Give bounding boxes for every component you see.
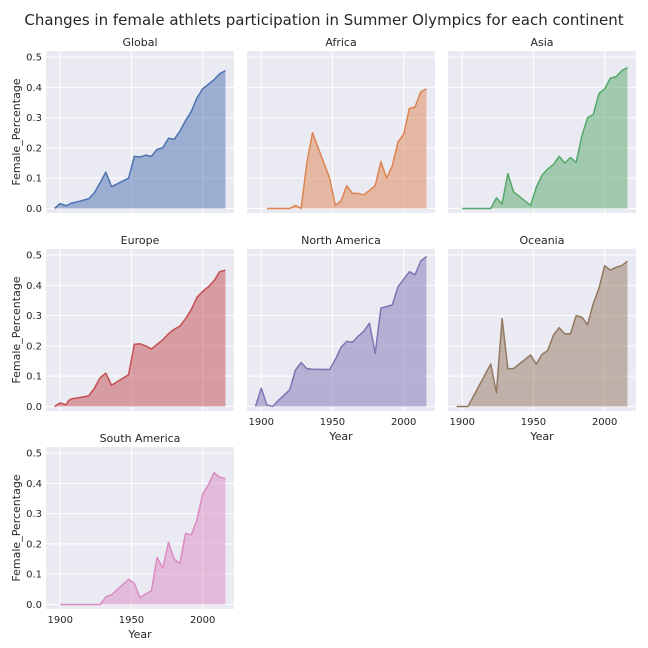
x-tick-label: 2000: [190, 615, 215, 626]
y-axis-label: Female_Percentage: [10, 276, 23, 383]
y-tick-label: 0.0: [26, 204, 42, 215]
x-tick-label: 2000: [391, 417, 416, 428]
line-asia: [462, 66, 628, 210]
panel-title: South America: [100, 432, 181, 445]
x-tick-label: 1950: [119, 615, 144, 626]
y-tick-label: 0.2: [26, 539, 42, 550]
panel-title: Global: [122, 36, 157, 49]
area-south-america: [60, 472, 226, 605]
y-tick-label: 0.1: [26, 174, 42, 185]
panel-title: Oceania: [520, 234, 565, 247]
panel-title: Africa: [325, 36, 356, 49]
panels: Global 0.0 0.1 0.2 0.3 0.4 0.5 Female_Percentag…: [10, 36, 636, 641]
y-tick-label: 0.4: [26, 281, 42, 292]
panel-title: North America: [301, 234, 381, 247]
x-tick-label: 1900: [249, 417, 274, 428]
y-tick-label: 0.5: [26, 53, 42, 64]
y-tick-label: 0.0: [26, 600, 42, 611]
y-tick-label: 0.4: [26, 83, 42, 94]
panel-africa: Africa: [247, 36, 435, 213]
x-tick-label: 1950: [320, 417, 345, 428]
y-tick-label: 0.3: [26, 113, 42, 124]
x-tick-label: 1900: [450, 417, 475, 428]
y-tick-label: 0.4: [26, 479, 42, 490]
line-europe: [54, 269, 226, 408]
x-tick-label: 1950: [521, 417, 546, 428]
panel-asia: Asia: [448, 36, 636, 213]
line-oceania: [456, 260, 628, 408]
y-tick-label: 0.3: [26, 509, 42, 520]
x-axis-label: Year: [328, 430, 353, 443]
panel-oceania: Oceania 1900 1950 2000 Year: [448, 234, 636, 443]
area-asia: [462, 67, 628, 209]
panel-global: Global 0.0 0.1 0.2 0.3 0.4 0.5 Female_Percentag…: [10, 36, 234, 215]
area-global: [54, 70, 226, 209]
y-tick-label: 0.0: [26, 402, 42, 413]
y-axis-label: Female_Percentage: [10, 474, 23, 581]
y-tick-label: 0.1: [26, 372, 42, 383]
y-tick-label: 0.2: [26, 341, 42, 352]
line-south-america: [60, 471, 226, 606]
y-tick-label: 0.5: [26, 449, 42, 460]
area-europe: [54, 270, 226, 407]
area-oceania: [456, 261, 628, 407]
figure-title: Changes in female athlets participation …: [24, 11, 623, 29]
panel-title: Asia: [530, 36, 553, 49]
x-axis-label: Year: [127, 628, 152, 641]
line-global: [54, 70, 226, 210]
y-tick-label: 0.5: [26, 251, 42, 262]
y-tick-label: 0.2: [26, 143, 42, 154]
panel-title: Europe: [121, 234, 160, 247]
x-axis-label: Year: [529, 430, 554, 443]
line-north-america: [254, 255, 427, 408]
panel-north-america: North America 1900 1950 2000 Year: [247, 234, 435, 443]
area-north-america: [255, 256, 427, 407]
x-tick-label: 2000: [592, 417, 617, 428]
line-africa: [266, 88, 427, 210]
x-tick-label: 1900: [48, 615, 73, 626]
y-axis-label: Female_Percentage: [10, 78, 23, 185]
panel-south-america: South America 0.0 0.1 0.2 0.3 0.4 0.5 Female_Pe…: [10, 432, 234, 641]
y-tick-label: 0.3: [26, 311, 42, 322]
panel-europe: Europe 0.0 0.1 0.2 0.3 0.4 0.5 Female_Percentag…: [10, 234, 234, 413]
y-tick-label: 0.1: [26, 570, 42, 581]
